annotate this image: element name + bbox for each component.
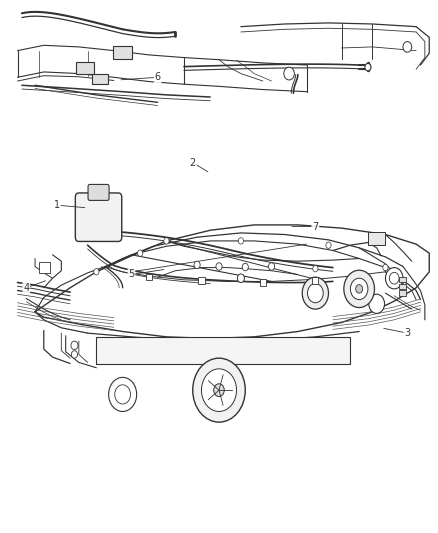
Text: 4: 4 (23, 283, 29, 293)
Bar (96, 337, 350, 364)
Circle shape (389, 272, 399, 284)
FancyBboxPatch shape (92, 74, 108, 84)
Bar (39, 262, 50, 273)
Circle shape (242, 263, 248, 271)
Circle shape (307, 284, 323, 303)
FancyBboxPatch shape (75, 193, 122, 241)
Bar (198, 277, 205, 284)
Circle shape (238, 238, 244, 244)
Circle shape (356, 285, 363, 293)
Circle shape (313, 265, 318, 272)
Circle shape (94, 269, 99, 275)
Bar (368, 232, 385, 245)
Text: 2: 2 (190, 158, 196, 167)
Circle shape (109, 377, 137, 411)
Circle shape (403, 42, 412, 52)
Bar (399, 277, 406, 282)
Circle shape (344, 270, 374, 308)
Circle shape (237, 274, 244, 282)
Circle shape (365, 63, 371, 71)
Bar (312, 277, 318, 284)
Circle shape (164, 238, 169, 244)
Circle shape (385, 268, 403, 289)
Circle shape (71, 351, 78, 358)
Text: 5: 5 (128, 270, 134, 279)
Text: 3: 3 (404, 328, 410, 338)
FancyBboxPatch shape (76, 62, 94, 74)
Circle shape (216, 263, 222, 270)
Circle shape (383, 264, 388, 271)
Circle shape (115, 385, 131, 404)
Circle shape (201, 369, 237, 411)
Circle shape (284, 67, 294, 80)
Circle shape (350, 278, 368, 300)
Text: 1: 1 (54, 200, 60, 210)
Text: 6: 6 (155, 72, 161, 82)
Circle shape (326, 242, 331, 248)
Bar (399, 290, 406, 296)
Circle shape (369, 294, 385, 313)
Circle shape (268, 263, 275, 270)
Circle shape (302, 277, 328, 309)
FancyBboxPatch shape (113, 46, 132, 59)
Circle shape (194, 261, 200, 269)
Bar (260, 279, 266, 286)
Circle shape (71, 341, 78, 350)
Bar (399, 284, 406, 289)
Circle shape (193, 358, 245, 422)
FancyBboxPatch shape (88, 184, 109, 200)
Circle shape (138, 250, 143, 256)
Bar (146, 274, 152, 280)
Circle shape (214, 384, 224, 397)
Text: 7: 7 (312, 222, 318, 231)
